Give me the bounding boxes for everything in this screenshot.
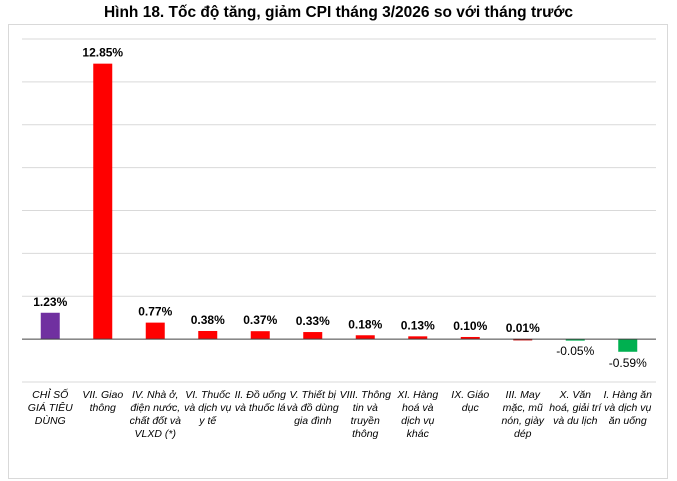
data-label: 0.18% (348, 317, 382, 331)
data-label: -0.59% (609, 356, 647, 370)
data-label: 0.37% (243, 313, 277, 327)
data-label: 0.10% (453, 319, 487, 333)
data-label: 0.77% (138, 305, 172, 319)
category-label: CHỈ SỐ GIÁ TIÊU DÙNG (27, 389, 73, 427)
data-label: 1.23% (33, 295, 67, 309)
bar (460, 336, 480, 340)
bar (93, 63, 113, 340)
bar (355, 335, 375, 340)
bar (513, 338, 533, 341)
category-label: IV. Nhà ở, điện nước, chất đốt và VLXD (… (129, 389, 181, 440)
chart-frame (8, 24, 668, 479)
category-label: VII. Giao thông (82, 389, 124, 414)
bar (145, 322, 165, 340)
category-label: VI. Thuốc và dịch vụ y tế (184, 389, 232, 427)
chart-title: Hình 18. Tốc độ tăng, giảm CPI tháng 3/2… (103, 4, 574, 21)
category-label: X. Văn hoá, giải trí và du lịch (549, 389, 602, 427)
data-label: 12.85% (82, 46, 123, 60)
category-label: V. Thiết bị và đồ dùng gia đình (286, 389, 339, 427)
data-label: 0.33% (296, 314, 330, 328)
category-label: XI. Hàng hoá và dịch vụ khác (397, 389, 439, 440)
data-label: 0.13% (401, 318, 435, 332)
data-label: 0.38% (191, 313, 225, 327)
category-label: III. May mặc, mũ nón, giày dép (501, 389, 545, 440)
bar (565, 339, 585, 341)
category-label: I. Hàng ăn và dịch vụ ăn uống (603, 389, 652, 427)
bar (250, 331, 270, 340)
category-label: VIII. Thông tin và truyền thông (339, 389, 391, 440)
bar (303, 332, 323, 340)
bar (618, 339, 638, 352)
bar (408, 336, 428, 340)
data-label: 0.01% (506, 321, 540, 335)
bar (40, 312, 60, 340)
category-label: IX. Giáo dục (451, 389, 490, 414)
data-label: -0.05% (556, 344, 594, 358)
category-label: II. Đồ uống và thuốc lá (234, 389, 286, 414)
bar (198, 330, 218, 340)
